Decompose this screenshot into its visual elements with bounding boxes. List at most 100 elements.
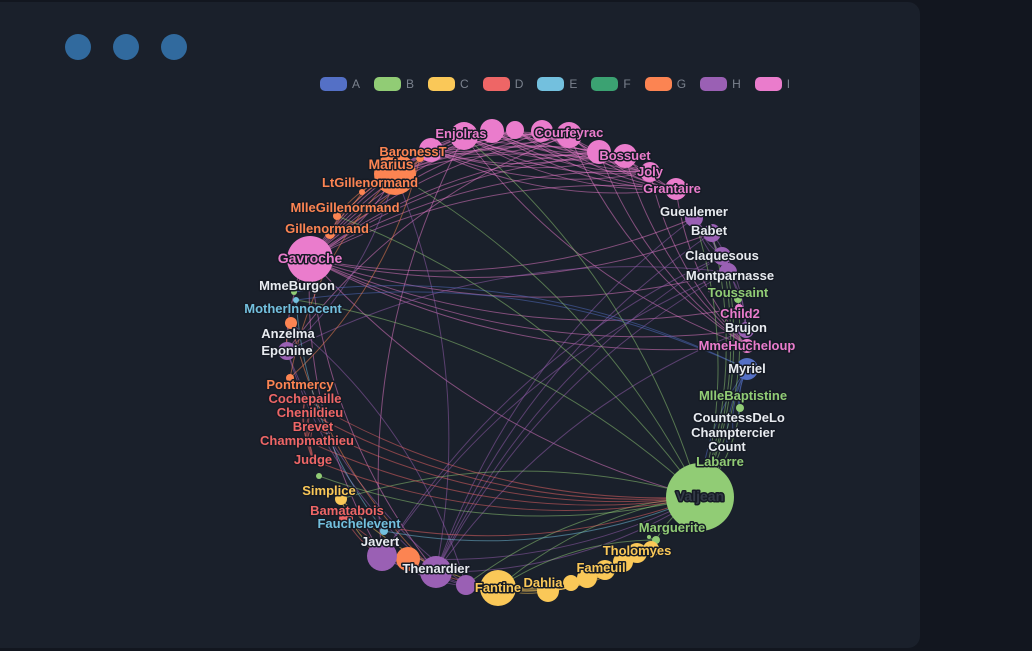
graph-node-p3[interactable] [506,121,524,139]
node-label-Babet: Babet [691,223,728,238]
window-dot-2[interactable] [113,34,139,60]
graph-node-Anzelma[interactable] [285,317,297,329]
graph-node-BaronessT[interactable] [416,154,424,162]
graph-node-y3[interactable] [613,552,633,572]
graph-node-Enjolras[interactable] [450,122,478,150]
graph-node-Claquesous[interactable] [713,247,731,265]
node-label-Montparnasse: Montparnasse [686,268,774,283]
node-label-Bossuet: Bossuet [599,148,651,163]
legend-item-C[interactable]: C [428,77,469,91]
graph-node-Count[interactable] [724,444,730,450]
graph-node-Fauchelevent[interactable] [380,527,388,535]
node-label-Gavroche: Gavroche [278,250,343,266]
legend-swatch-B[interactable] [374,77,402,91]
legend-swatch-A[interactable] [320,77,347,91]
graph-node-y2[interactable] [577,568,597,588]
graph-node-CountessDeLo[interactable] [736,415,742,421]
graph-edge [309,151,600,260]
graph-node-MlleBaptistine[interactable] [736,404,744,412]
graph-node-Valjean[interactable] [666,463,734,531]
legend-item-B[interactable]: B [374,77,414,91]
node-label-Fauchelevent: Fauchelevent [317,516,401,531]
legend-swatch-G[interactable] [644,77,672,91]
graph-node-Gavroche[interactable] [287,236,333,282]
graph-node-Judge[interactable] [310,457,316,463]
graph-node-Montparnasse[interactable] [719,263,737,281]
legend-label-F: F [623,77,631,91]
graph-node-Cochepaille[interactable] [302,396,308,402]
graph-node-Thenardier[interactable] [420,556,452,588]
graph-node-MmeBurgon[interactable] [291,289,297,295]
graph-node-Labarre[interactable] [717,459,723,465]
graph-node-Champmathieu[interactable] [304,438,310,444]
legend-item-D[interactable]: D [482,77,523,91]
legend-item-H[interactable]: H [700,77,741,91]
graph-node-Eponine[interactable] [278,342,296,360]
graph-node-p4[interactable] [531,120,553,142]
graph-node-Dahlia[interactable] [537,580,559,602]
legend-item-E[interactable]: E [537,77,577,91]
graph-node-g1[interactable] [647,535,651,539]
legend-item-A[interactable]: A [320,77,360,91]
node-label-Bamatabois: Bamatabois [310,503,384,518]
legend-label-I: I [786,77,791,91]
legend-swatch-D[interactable] [482,77,510,91]
graph-node-Fantine[interactable] [480,570,516,606]
graph-node-Courfeyrac[interactable] [556,122,582,148]
graph-edge [435,255,723,573]
graph-node-LtGillenormand[interactable] [359,189,365,195]
graph-node-p1[interactable] [419,138,443,162]
graph-edge [394,173,450,573]
legend-swatch-H[interactable] [700,77,728,91]
legend-item-G[interactable]: G [644,77,686,91]
graph-edge [309,217,695,272]
node-label-Grantaire: Grantaire [643,181,701,196]
graph-edge [312,426,701,503]
graph-node-Grantaire[interactable] [665,178,687,200]
graph-edge [309,258,729,298]
node-label-Eponine: Eponine [261,343,312,358]
window-dot-1[interactable] [65,34,91,60]
graph-node-MlleGillenormand[interactable] [333,212,341,220]
legend-swatch-C[interactable] [428,77,456,91]
graph-node-p5[interactable] [587,140,611,164]
graph-node-Fameuil[interactable] [595,560,615,580]
graph-node-Myriel[interactable] [736,358,758,380]
graph-node-Champtercier[interactable] [730,430,736,436]
graph-node-y1[interactable] [563,575,579,591]
graph-node-Babet[interactable] [703,224,721,242]
graph-node-p2[interactable] [480,119,504,143]
legend-item-F[interactable]: F [591,77,631,91]
graph-node-MmeHucheloup[interactable] [740,339,754,353]
graph-node-MotherInnocent[interactable] [293,297,299,303]
graph-edge [290,322,467,586]
graph-node-Bamatabois[interactable] [339,512,353,526]
graph-edge [381,496,701,560]
node-label-MmeHucheloup: MmeHucheloup [699,338,796,353]
graph-edge [309,258,701,498]
window-dot-3[interactable] [161,34,187,60]
graph-node-Marius[interactable] [374,153,416,195]
graph-edge [463,135,677,190]
graph-node-Chenildieu[interactable] [307,410,313,416]
graph-node-Javert[interactable] [367,541,397,571]
legend-item-I[interactable]: I [754,77,791,91]
graph-node-Gueulemer[interactable] [685,209,703,227]
legend-swatch-I[interactable] [754,77,782,91]
graph-node-Simplice[interactable] [335,493,347,505]
node-label-Marius: Marius [368,156,413,172]
graph-node-Joly[interactable] [640,162,660,182]
graph-node-Toussaint[interactable] [734,295,742,303]
graph-node-Bossuet[interactable] [613,144,637,168]
graph-node-Brevet[interactable] [310,424,316,430]
legend-swatch-F[interactable] [591,77,619,91]
graph-node-Brujon[interactable] [738,322,754,338]
graph-node-Gillenormand[interactable] [325,229,335,239]
graph-node-Child2[interactable] [735,304,743,312]
graph-node-o1[interactable] [396,547,420,571]
legend-swatch-E[interactable] [537,77,565,91]
graph-node-Pontmercy[interactable] [286,374,294,382]
graph-node-g2[interactable] [316,473,322,479]
graph-node-MmeThenardier[interactable] [456,575,476,595]
